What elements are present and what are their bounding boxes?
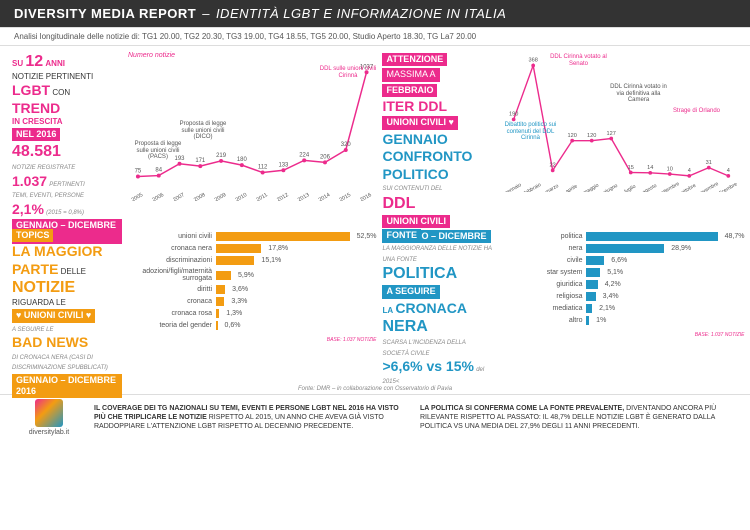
svg-text:219: 219	[216, 153, 227, 159]
svg-text:maggio: maggio	[583, 182, 601, 192]
svg-text:2013: 2013	[297, 192, 311, 201]
svg-text:agosto: agosto	[642, 183, 658, 192]
hbar-topics: unioni civili52,5% cronaca nera17,8% discr…	[128, 228, 376, 343]
svg-text:2009: 2009	[214, 192, 228, 201]
hbar-row: adozioni/figli/maternità surrogata5,9%	[128, 268, 376, 282]
svg-text:224: 224	[299, 152, 310, 158]
header-separator: –	[202, 6, 210, 21]
hbar-row: politica48,7%	[498, 232, 744, 241]
svg-text:180: 180	[237, 157, 248, 163]
panel-fonte: FONTE LA MAGGIORANZA DELLE NOTIZIE HA UN…	[382, 228, 492, 378]
diversitylab-logo-icon	[35, 399, 63, 427]
svg-text:aprile: aprile	[565, 183, 579, 192]
hbar-row: teoria del gender0,6%	[128, 321, 376, 330]
logo-label: diversitylab.it	[14, 429, 84, 436]
svg-text:2011: 2011	[256, 192, 269, 201]
hbar-row: star system5,1%	[498, 268, 744, 277]
svg-text:368: 368	[529, 58, 538, 64]
svg-text:15: 15	[628, 165, 634, 171]
hbar-row: giuridica4,2%	[498, 280, 744, 289]
svg-text:14: 14	[648, 165, 654, 171]
panel-attention-feb: ATTENZIONE MASSIMA A FEBBRAIO ITER DDL U…	[382, 52, 492, 222]
svg-text:marzo: marzo	[545, 183, 560, 192]
svg-text:ottobre: ottobre	[681, 183, 698, 192]
svg-text:112: 112	[258, 165, 268, 171]
hbar-row: cronaca rosa1,3%	[128, 309, 376, 318]
hbar-row: altro1%	[498, 316, 744, 325]
chart1-title: Numero notizie	[128, 52, 376, 59]
svg-text:luglio: luglio	[624, 184, 637, 192]
chart-fonte-hbar: politica48,7% nera28,9% civile6,6% star sys…	[498, 228, 744, 378]
svg-text:2007: 2007	[172, 192, 186, 201]
svg-text:22: 22	[550, 163, 556, 169]
svg-text:4: 4	[688, 168, 691, 174]
svg-text:febbraio: febbraio	[524, 182, 543, 192]
panel-topics: TOPICS LA MAGGIOR PARTE DELLE NOTIZIE RI…	[12, 228, 122, 378]
header-subtitle: IDENTITÀ LGBT E INFORMAZIONE IN ITALIA	[216, 6, 506, 21]
svg-text:2010: 2010	[235, 192, 249, 201]
svg-text:2005: 2005	[131, 192, 145, 201]
panel-stats-2016: SU 12 ANNI NOTIZIE PERTINENTI LGBT CON T…	[12, 52, 122, 222]
svg-text:2015: 2015	[339, 192, 353, 201]
hbar-fonte: politica48,7% nera28,9% civile6,6% star sys…	[498, 228, 744, 338]
svg-text:127: 127	[607, 131, 616, 137]
hbar-row: religiosa3,4%	[498, 292, 744, 301]
hbar-row: diritti3,6%	[128, 285, 376, 294]
hbar-row: civile6,6%	[498, 256, 744, 265]
svg-text:2012: 2012	[276, 192, 290, 201]
chart-topics-hbar: unioni civili52,5% cronaca nera17,8% discr…	[128, 228, 376, 378]
svg-text:2008: 2008	[193, 192, 207, 201]
svg-text:10: 10	[667, 166, 673, 172]
header-title: DIVERSITY MEDIA REPORT	[14, 6, 196, 21]
subheader-sources: Analisi longitudinale delle notizie di: …	[0, 27, 750, 46]
line-chart-yearly: 7584193171219180112133224206320103720052…	[128, 61, 376, 201]
svg-text:gennaio: gennaio	[504, 182, 523, 192]
hbar-row: cronaca nera17,8%	[128, 244, 376, 253]
line-chart-monthly: 190 368 22 120 120 127 15 14 10 4 31 4 gennaiofebbra…	[498, 52, 744, 192]
svg-text:206: 206	[320, 154, 331, 160]
svg-text:320: 320	[341, 142, 352, 148]
svg-text:dicembre: dicembre	[718, 181, 739, 192]
report-header: DIVERSITY MEDIA REPORT – IDENTITÀ LGBT E…	[0, 0, 750, 27]
svg-text:120: 120	[568, 133, 577, 139]
logo-block: diversitylab.it	[14, 399, 84, 436]
chart-news-by-year: Numero notizie 7584193171219180112133224…	[128, 52, 376, 222]
svg-text:190: 190	[509, 112, 518, 118]
hbar-row: discriminazioni15,1%	[128, 256, 376, 265]
svg-text:novembre: novembre	[697, 181, 720, 192]
hbar-row: cronaca3,3%	[128, 297, 376, 306]
main-grid: SU 12 ANNI NOTIZIE PERTINENTI LGBT CON T…	[0, 46, 750, 384]
svg-text:133: 133	[278, 162, 289, 168]
svg-text:171: 171	[195, 158, 206, 164]
svg-text:84: 84	[155, 168, 162, 174]
footer: diversitylab.it IL COVERAGE DEI TG NAZIO…	[0, 394, 750, 440]
svg-text:giugno: giugno	[603, 183, 619, 192]
svg-text:2016: 2016	[359, 192, 373, 201]
svg-text:2014: 2014	[318, 192, 332, 201]
hbar-row: nera28,9%	[498, 244, 744, 253]
svg-text:31: 31	[706, 160, 712, 166]
svg-text:75: 75	[135, 169, 142, 175]
chart-news-by-month: 190 368 22 120 120 127 15 14 10 4 31 4 gennaiofebbra…	[498, 52, 744, 222]
hbar-row: unioni civili52,5%	[128, 232, 376, 241]
footer-summary-right: LA POLITICA SI CONFERMA COME LA FONTE PR…	[420, 404, 736, 431]
footer-summary-left: IL COVERAGE DEI TG NAZIONALI SU TEMI, EV…	[94, 404, 410, 431]
svg-text:4: 4	[727, 168, 730, 174]
hbar-row: mediatica2,1%	[498, 304, 744, 313]
svg-text:2006: 2006	[151, 192, 165, 201]
svg-text:settembre: settembre	[658, 181, 681, 192]
svg-text:120: 120	[588, 133, 597, 139]
